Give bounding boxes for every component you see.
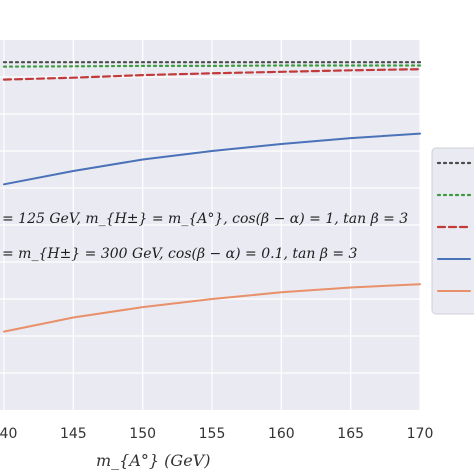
- legend-entries: [436, 161, 472, 292]
- x-tick-label: 165: [337, 426, 364, 442]
- x-tick-label: 155: [199, 426, 226, 442]
- x-tick-label: 160: [268, 426, 295, 442]
- x-axis-label: m_{A°} (GeV): [96, 451, 210, 470]
- legend: [431, 147, 474, 315]
- annotation-1: = 125 GeV, m_{H±} = m_{A°}, cos(β − α) =…: [2, 211, 408, 227]
- series-line-5: [3, 283, 421, 333]
- x-tick-label: 170: [407, 426, 434, 442]
- annotation-2: = m_{H±} = 300 GeV, cos(β − α) = 0.1, ta…: [2, 246, 358, 262]
- series-lines: [2, 61, 422, 333]
- x-tick-label: 140: [0, 426, 17, 442]
- x-tick-labels: 140 145 150 155 160 165 170: [0, 426, 433, 442]
- series-line-4: [3, 132, 421, 186]
- x-tick-label: 145: [60, 426, 87, 442]
- legend-box: [431, 147, 474, 315]
- x-tick-label: 150: [129, 426, 156, 442]
- annotations: = 125 GeV, m_{H±} = m_{A°}, cos(β − α) =…: [2, 211, 408, 262]
- series-line-3: [2, 68, 422, 81]
